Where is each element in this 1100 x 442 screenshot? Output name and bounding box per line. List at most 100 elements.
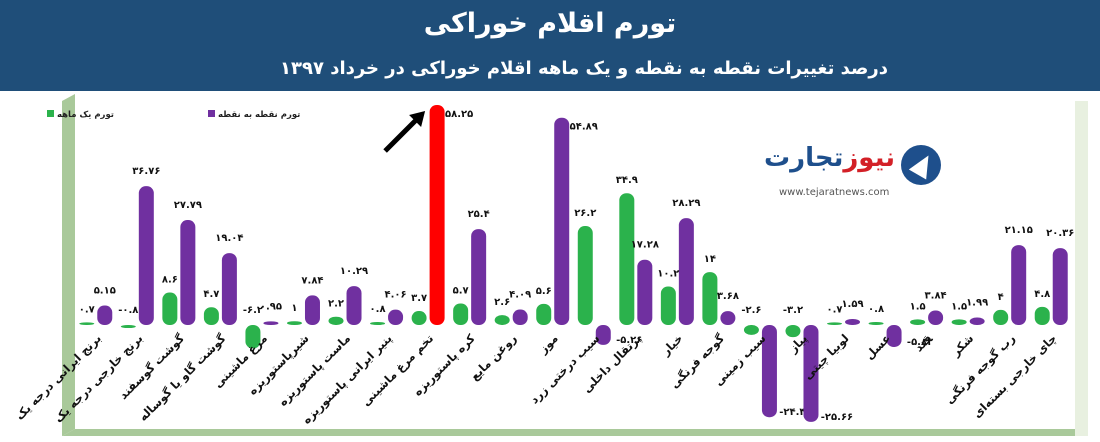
legend-swatch — [208, 110, 215, 117]
category-label: چای خارجی بسته‌ای — [970, 331, 1059, 420]
logo-name: نیوزتجارت — [764, 143, 895, 173]
brand-logo: نیوزتجارت www.tejaratnews.com — [764, 143, 943, 205]
bar-point-body — [1052, 248, 1068, 325]
data-label-monthly: ۴.۸ — [1034, 289, 1050, 300]
bar-point-body — [969, 317, 985, 325]
bar-point-body — [637, 259, 653, 325]
bar-monthly-body — [910, 319, 926, 325]
bar-monthly-body — [494, 315, 510, 325]
data-label-point: ۵.۱۵ — [94, 286, 116, 297]
bar-monthly — [120, 325, 136, 329]
data-label-monthly: -۶.۲ — [243, 305, 263, 316]
bar-monthly-body — [868, 321, 884, 325]
bar-point-body — [595, 325, 611, 345]
data-label-monthly: ۱.۵ — [951, 301, 967, 312]
logo-name-red: نیوز — [843, 143, 895, 173]
data-label-point: ۵۴.۸۹ — [570, 122, 598, 133]
bar-monthly-body — [785, 325, 801, 338]
bar-highlight — [429, 105, 445, 325]
bar-point — [637, 259, 653, 325]
legend-label: تورم یک ماهه — [57, 110, 114, 120]
bar-point — [554, 117, 570, 325]
bar-point — [1011, 245, 1027, 325]
data-label-monthly: -۲.۶ — [741, 305, 761, 316]
data-label-monthly: ۱۰.۲ — [657, 268, 679, 279]
data-label-point: ۲۸.۲۹ — [672, 198, 700, 209]
bar-point-body — [928, 310, 944, 325]
data-label-point: -۲۵.۶۶ — [821, 412, 853, 423]
bar-point-body — [554, 117, 570, 325]
bar-point — [471, 229, 487, 325]
legend-label: تورم نقطه به نقطه — [218, 110, 300, 120]
bar-monthly-body — [743, 325, 759, 335]
category-label: قند — [911, 331, 934, 354]
bar-point — [678, 218, 694, 325]
bar-monthly — [993, 309, 1009, 325]
data-label-point: -۵.۲۶ — [616, 335, 642, 346]
bar-monthly — [785, 325, 801, 338]
bar-point — [720, 311, 736, 325]
bar-monthly — [702, 272, 718, 325]
bar-point-body — [720, 311, 736, 325]
chart: تورم یک ماهه تورم نقطه به نقطه۰.۷۵.۱۵برنج… — [12, 94, 1088, 436]
header-banner: تورم اقلام خوراکی درصد تغییرات نقطه به ن… — [0, 0, 1100, 91]
logo-name-blue: تجارت — [763, 143, 844, 173]
chart-legend: تورم یک ماهه تورم نقطه به نقطه — [47, 110, 300, 120]
highlight-arrow — [383, 111, 426, 153]
bar-point — [180, 220, 196, 325]
bar-point — [97, 305, 113, 325]
bar-monthly — [79, 322, 95, 325]
bar-point — [969, 317, 985, 325]
data-label-monthly: ۲.۶ — [494, 297, 510, 308]
logo-url: www.tejaratnews.com — [779, 187, 890, 198]
data-label-monthly: ۱ — [291, 303, 297, 314]
bar-monthly-body — [993, 309, 1009, 325]
bar-monthly — [827, 322, 843, 325]
bar-monthly-body — [245, 325, 261, 349]
data-label-monthly: ۴.۷ — [203, 289, 219, 300]
bar-monthly-body — [370, 321, 386, 325]
bar-point — [221, 253, 237, 325]
category-label: ماست پاستوریزه — [276, 331, 354, 409]
data-label-point: ۲۱.۱۵ — [1005, 225, 1033, 236]
data-label-point: ۴.۰۹ — [509, 290, 531, 301]
category-label: خیار — [658, 331, 686, 359]
data-label-monthly: ۱۴ — [704, 254, 716, 265]
data-label-monthly: ۲.۲ — [328, 299, 344, 310]
arrow-head — [409, 111, 426, 127]
bar-monthly-body — [951, 319, 967, 325]
data-label-point: ۳۶.۷۶ — [132, 166, 160, 177]
data-label-point: ۵۸.۲۵ — [445, 109, 473, 120]
data-label-point: -۵.۸۲ — [907, 337, 933, 348]
data-label-monthly: ۳.۷ — [411, 293, 427, 304]
bar-monthly — [411, 311, 427, 325]
bar-monthly — [203, 307, 219, 325]
data-label-monthly: ۰.۷ — [79, 304, 95, 315]
bar-point-body — [304, 295, 320, 325]
bar-point-body — [97, 305, 113, 325]
data-label-point: ۲۰.۳۶ — [1046, 228, 1074, 239]
bar-monthly-body — [577, 226, 593, 325]
data-label-monthly: ۸.۶ — [162, 275, 178, 286]
bar-point — [512, 309, 528, 325]
chart-right-edge — [1075, 101, 1088, 436]
bar-monthly-body — [286, 321, 302, 325]
bar-monthly — [619, 193, 635, 325]
page-title: تورم اقلام خوراکی — [423, 8, 677, 39]
data-label-monthly: ۵.۶ — [536, 286, 552, 297]
data-label-monthly: ۲۶.۲ — [574, 208, 596, 219]
data-label-point: ۷.۸۴ — [301, 275, 323, 286]
bar-point — [304, 295, 320, 325]
data-label-point: ۰.۹۵ — [260, 301, 282, 312]
bar-point-body — [221, 253, 237, 325]
chart-left-wall — [62, 94, 75, 436]
bar-point — [761, 325, 777, 418]
bar-monthly — [494, 315, 510, 325]
logo-emblem-icon — [901, 145, 941, 185]
bar-point — [928, 310, 944, 325]
data-label-monthly: -۳.۲ — [783, 305, 803, 316]
arrow-shaft — [383, 117, 419, 153]
bar-point-body — [138, 186, 154, 325]
bar-highlight-body — [429, 105, 445, 325]
bar-point-body — [471, 229, 487, 325]
